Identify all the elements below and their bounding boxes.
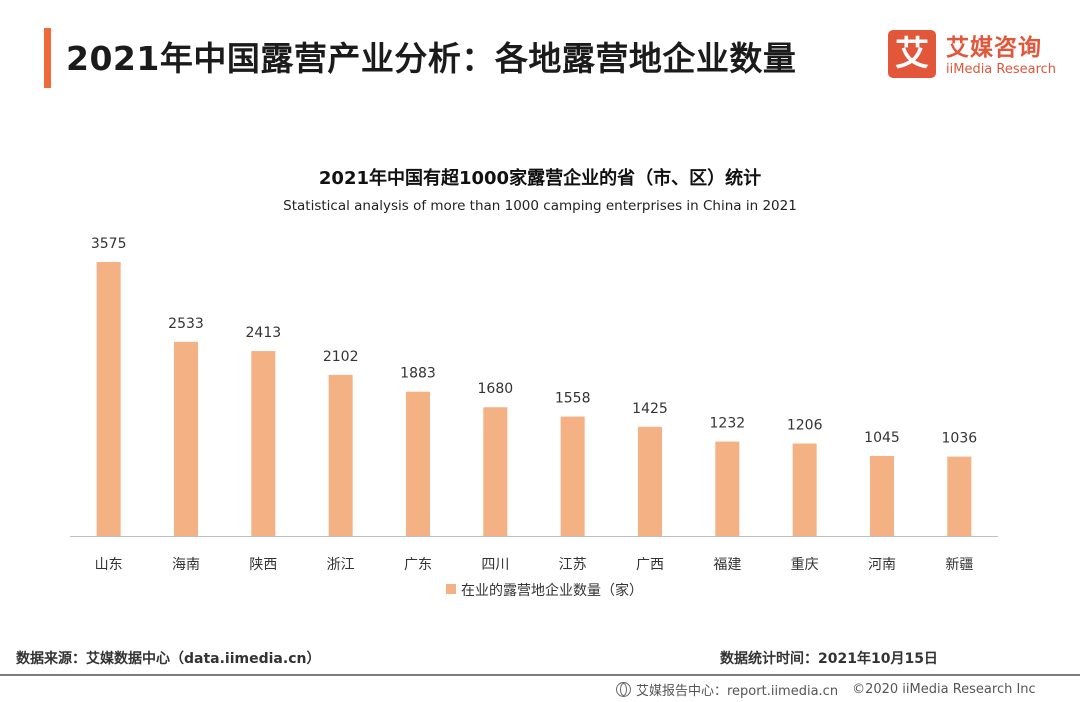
data-label: 2533 <box>168 316 204 332</box>
footer-divider <box>0 674 1080 676</box>
x-tick-label: 四川 <box>481 557 509 573</box>
bar <box>870 455 894 536</box>
bar <box>328 374 353 536</box>
data-date: 数据统计时间：2021年10月15日 <box>720 651 938 667</box>
x-tick-label: 新疆 <box>945 557 973 573</box>
x-tick-label: 河南 <box>868 557 896 573</box>
data-label: 2413 <box>246 325 282 341</box>
bar <box>483 407 508 536</box>
logo-mark: 艾 <box>888 30 936 78</box>
bar <box>792 443 817 536</box>
x-tick-label: 江苏 <box>559 557 587 573</box>
legend-label: 在业的露营地企业数量（家） <box>461 582 643 599</box>
data-label: 1232 <box>710 416 746 432</box>
x-tick-label: 海南 <box>172 557 200 573</box>
data-label: 1680 <box>478 381 514 397</box>
data-label: 1206 <box>787 418 823 434</box>
chart-title: 2021年中国有超1000家露营企业的省（市、区）统计 <box>318 168 762 189</box>
bar <box>638 426 662 536</box>
bar <box>947 456 972 536</box>
title-accent-bar <box>44 28 51 88</box>
page-title: 2021年中国露营产业分析：各地露营地企业数量 <box>66 39 797 78</box>
data-label: 1036 <box>942 431 978 447</box>
bar <box>251 351 276 536</box>
footer-copyright: ©2020 iiMedia Research Inc <box>852 682 1036 697</box>
logo-name-cn: 艾媒咨询 <box>946 35 1042 61</box>
footer-brand: 艾媒报告中心：report.iimedia.cn ©2020 iiMedia R… <box>616 680 1036 699</box>
bar <box>96 262 121 536</box>
x-tick-label: 山东 <box>95 557 123 573</box>
data-label: 1558 <box>555 391 591 407</box>
bar <box>715 441 740 536</box>
x-tick-label: 广西 <box>636 557 664 573</box>
data-label: 1883 <box>400 366 436 382</box>
footer-brand-text: 艾媒报告中心：report.iimedia.cn <box>636 684 839 699</box>
iimedia-logo: 艾 艾媒咨询 iiMedia Research <box>888 30 1068 82</box>
chart-subtitle: Statistical analysis of more than 1000 c… <box>283 198 797 214</box>
bar <box>560 416 585 536</box>
data-label: 3575 <box>91 236 127 252</box>
bar <box>174 341 198 536</box>
globe-icon <box>616 682 631 697</box>
x-tick-label: 重庆 <box>791 557 819 573</box>
x-tick-label: 浙江 <box>327 557 355 573</box>
data-label: 1425 <box>632 401 668 417</box>
data-label: 2102 <box>323 349 359 365</box>
logo-name-en: iiMedia Research <box>946 62 1057 77</box>
data-label: 1045 <box>864 430 900 446</box>
x-tick-label: 广东 <box>404 557 432 573</box>
x-tick-label: 陕西 <box>249 557 277 573</box>
bar <box>406 391 430 536</box>
data-source: 数据来源：艾媒数据中心（data.iimedia.cn） <box>16 651 321 667</box>
x-tick-label: 福建 <box>713 557 741 573</box>
legend-swatch <box>446 584 456 594</box>
